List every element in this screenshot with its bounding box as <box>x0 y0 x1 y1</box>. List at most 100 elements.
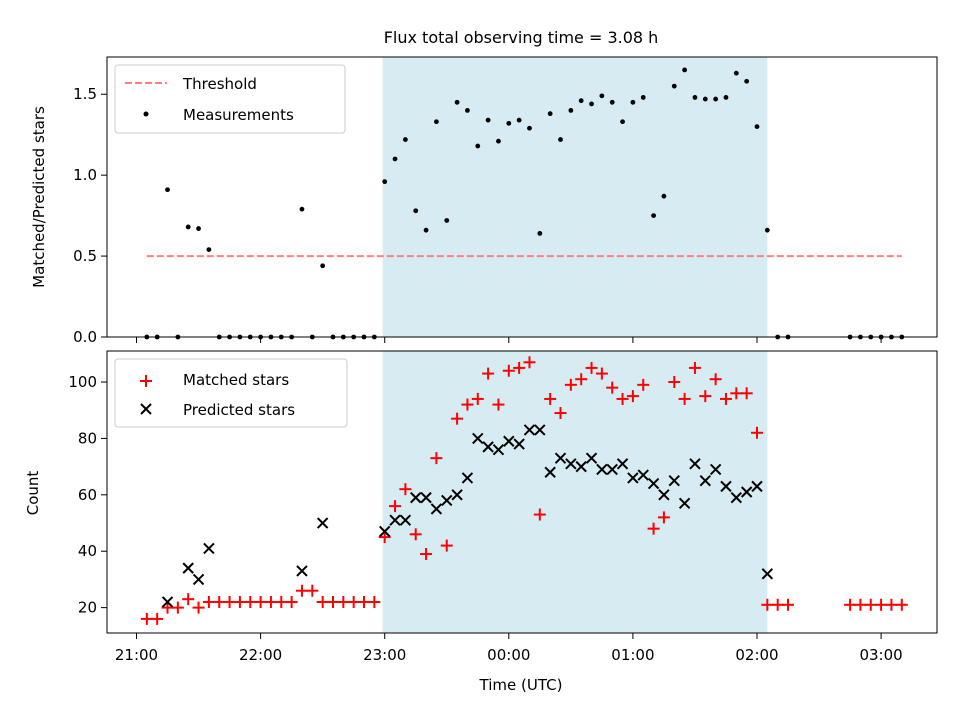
top-legend: Threshold Measurements <box>114 64 346 134</box>
predicted-star-point <box>565 458 577 470</box>
matched-star-point <box>544 392 557 405</box>
top-y-tick-label: 1.5 <box>73 85 97 103</box>
matched-star-point <box>358 595 371 608</box>
predicted-star-point <box>709 463 722 476</box>
bottom-plot-frame <box>106 350 938 634</box>
x-tick-label: 22:00 <box>239 646 282 664</box>
matched-star-point <box>895 598 908 611</box>
bottom-shade-region <box>382 351 768 633</box>
predicted-star-point <box>161 596 174 608</box>
predicted-star-point <box>637 469 649 481</box>
predicted-star-point <box>740 486 753 498</box>
x-tick-label: 23:00 <box>363 646 406 664</box>
predicted-star-point <box>389 514 401 526</box>
x-tick-label: 03:00 <box>859 646 902 664</box>
top-panel: 0.0 0.5 1.0 1.5 Matched/Predicted stars Thr… <box>30 56 938 346</box>
matched-star-point <box>337 595 350 608</box>
measurement-point <box>506 120 512 126</box>
matched-star-point <box>554 407 567 420</box>
matched-star-point <box>430 452 443 465</box>
predicted-star-point <box>482 441 494 453</box>
bottom-y-tick-label: 100 <box>68 373 97 391</box>
predicted-star-point <box>554 452 567 464</box>
x-tick-label: 21:00 <box>115 646 158 664</box>
measurement-point <box>485 117 491 123</box>
matched-star-point <box>719 392 732 405</box>
predicted-star-point <box>441 494 453 507</box>
top-y-tick-label: 1.0 <box>73 166 97 184</box>
measurement-point <box>733 70 739 76</box>
matched-star-point <box>171 601 184 614</box>
measurement-point <box>589 101 594 107</box>
measurement-point <box>661 193 667 199</box>
measurement-point <box>682 67 688 73</box>
matched-star-point <box>244 595 257 608</box>
matched-star-point <box>347 595 360 608</box>
bottom-legend-box <box>114 358 348 428</box>
top-y-axis: 0.0 0.5 1.0 1.5 <box>73 85 107 346</box>
measurement-point <box>465 108 470 113</box>
predicted-star-point <box>420 491 432 504</box>
matched-star-point <box>523 356 536 369</box>
matched-star-point <box>699 390 712 403</box>
matched-star-point <box>254 595 267 608</box>
matched-star-point <box>264 595 277 608</box>
matched-star-point <box>223 595 236 608</box>
matched-star-point <box>875 598 888 611</box>
predicted-star-point <box>378 525 391 538</box>
matched-star-point <box>368 595 381 608</box>
measurement-point <box>496 138 501 144</box>
matched-star-point <box>306 584 319 597</box>
chart-title: Flux total observing time = 3.08 h <box>384 28 659 47</box>
predicted-star-point <box>430 503 443 515</box>
matched-star-point <box>771 598 784 611</box>
predicted-star-point <box>678 497 691 509</box>
predicted-star-point <box>451 489 463 501</box>
legend-predicted-label: Predicted stars <box>183 401 295 419</box>
matched-star-point <box>854 598 867 611</box>
measurement-point <box>754 124 760 129</box>
legend-threshold-label: Threshold <box>182 75 257 93</box>
matched-star-point <box>564 378 577 391</box>
bottom-y-axis: 20 40 60 80 100 <box>68 373 107 617</box>
measurement-point <box>423 227 429 233</box>
matched-star-point <box>782 598 795 611</box>
measurement-point <box>434 119 439 125</box>
predicted-star-point <box>544 466 556 478</box>
bottom-legend: Matched stars Predicted stars <box>114 358 348 428</box>
matched-star-point <box>740 387 753 400</box>
predicted-star-point <box>575 460 587 473</box>
matched-star-point <box>420 548 433 561</box>
matched-star-point <box>657 511 670 524</box>
measurement-point <box>558 137 563 142</box>
measurement-point <box>196 226 201 231</box>
measurement-point <box>630 99 636 105</box>
predicted-star-point <box>606 463 618 476</box>
top-y-tick-label: 0.5 <box>73 247 97 265</box>
predicted-star-point <box>513 438 525 450</box>
matched-star-point <box>730 387 743 400</box>
bottom-y-axis-label: Count <box>24 471 42 516</box>
matched-star-point <box>678 392 691 405</box>
matched-star-point <box>285 595 298 608</box>
x-tick-label: 01:00 <box>611 646 654 664</box>
measurement-point <box>165 187 170 193</box>
matched-star-point <box>275 595 288 608</box>
measurement-point <box>640 95 646 100</box>
matched-star-point <box>606 381 619 394</box>
top-plot-frame <box>106 56 938 338</box>
predicted-star-point <box>699 475 711 487</box>
predicted-star-point <box>647 477 660 490</box>
measurement-point <box>444 218 450 223</box>
bottom-marks <box>140 356 908 625</box>
matched-star-point <box>844 598 857 611</box>
matched-star-point <box>626 390 639 403</box>
measurement-point <box>392 156 398 162</box>
measurement-point <box>764 227 770 233</box>
matched-star-point <box>513 361 526 374</box>
matched-star-point <box>316 595 329 608</box>
predicted-star-point <box>192 573 205 586</box>
measurement-point <box>206 247 212 253</box>
measurement-point <box>620 119 625 125</box>
